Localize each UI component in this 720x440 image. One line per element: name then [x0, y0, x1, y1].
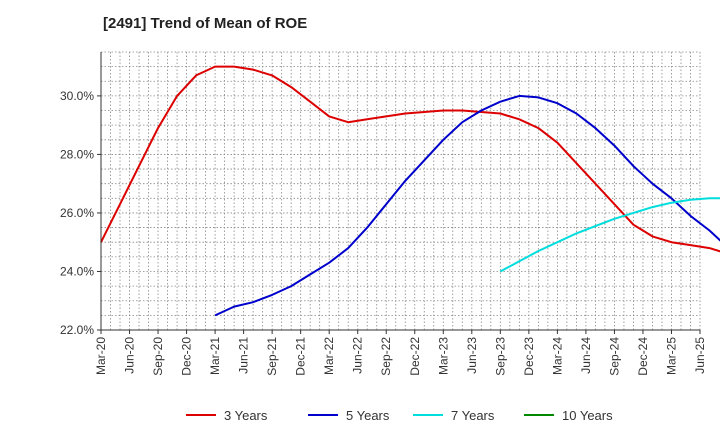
y-tick-label: 24.0%: [60, 264, 94, 278]
series-layer: [100, 65, 720, 317]
x-tick-label: Jun-21: [237, 337, 251, 374]
y-tick-label: 30.0%: [60, 89, 94, 103]
legend-label: 3 Years: [224, 408, 268, 423]
x-tick-label: Dec-20: [180, 337, 194, 376]
legend-item: 5 Years: [308, 408, 390, 423]
series-line-0: [100, 65, 720, 253]
x-tick-label: Dec-23: [522, 337, 536, 376]
legend: 3 Years 5 Years 7 Years 10 Years: [186, 408, 613, 423]
grid-layer: [100, 51, 701, 331]
y-tick-label: 26.0%: [60, 206, 94, 220]
y-tick-label: 28.0%: [60, 147, 94, 161]
x-tick-label: Jun-22: [351, 337, 365, 374]
x-tick-label: Jun-25: [693, 337, 707, 374]
x-tick-label: Mar-23: [436, 337, 450, 375]
x-tick-label: Sep-22: [379, 337, 393, 376]
x-tick-label: Mar-22: [322, 337, 336, 375]
x-tick-label: Dec-22: [408, 337, 422, 376]
series-line-2: [499, 197, 720, 273]
x-tick-label: Mar-25: [664, 337, 678, 375]
x-tick-label: Mar-21: [208, 337, 222, 375]
axis-layer: 22.0% 24.0% 26.0% 28.0% 30.0% Mar-20 Jun-20 Sep…: [60, 52, 707, 376]
series-line-1: [214, 94, 720, 317]
legend-label: 7 Years: [451, 408, 495, 423]
legend-item: 10 Years: [524, 408, 613, 423]
x-tick-label: Jun-24: [579, 337, 593, 374]
legend-item: 3 Years: [186, 408, 268, 423]
x-tick-label: Dec-24: [636, 337, 650, 376]
x-tick-label: Mar-20: [94, 337, 108, 375]
x-tick-label: Sep-21: [265, 337, 279, 376]
y-tick-label: 22.0%: [60, 323, 94, 337]
x-tick-label: Jun-23: [465, 337, 479, 374]
x-tick-label: Mar-24: [550, 337, 564, 375]
x-tick-label: Sep-20: [151, 337, 165, 376]
legend-label: 5 Years: [346, 408, 390, 423]
x-tick-label: Dec-21: [294, 337, 308, 376]
x-tick-label: Sep-24: [607, 337, 621, 376]
x-tick-label: Sep-23: [493, 337, 507, 376]
legend-label: 10 Years: [562, 408, 613, 423]
x-tick-label: Jun-20: [123, 337, 137, 374]
legend-item: 7 Years: [413, 408, 495, 423]
chart-title: [2491] Trend of Mean of ROE: [103, 15, 307, 32]
